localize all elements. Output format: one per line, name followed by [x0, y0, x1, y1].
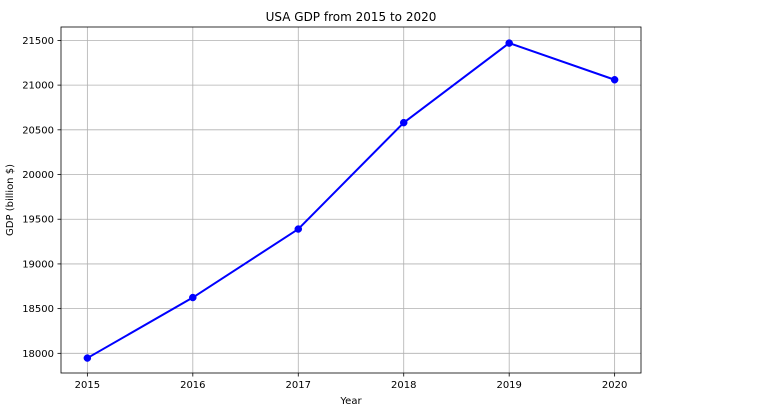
y-tick-label: 20000 — [22, 170, 54, 181]
x-axis-ticks: 2015 2016 2017 2018 2019 2020 — [75, 373, 627, 391]
x-tick-label: 2017 — [286, 380, 311, 391]
data-point — [505, 39, 513, 47]
data-point — [189, 293, 197, 302]
x-tick-label: 2018 — [391, 380, 416, 391]
plot-frame — [60, 26, 642, 374]
y-axis-label: GDP (billion $) — [5, 164, 16, 236]
y-axis-ticks: 18000 18500 19000 19500 20000 20500 21000 21500 — [22, 36, 61, 360]
x-axis-label: Year — [339, 396, 362, 407]
series-line — [86, 42, 615, 359]
data-point — [399, 118, 408, 127]
y-tick-label: 19000 — [22, 259, 54, 270]
x-tick-label: 2019 — [496, 380, 521, 391]
x-tick-label: 2016 — [180, 380, 205, 391]
y-tick-label: 21500 — [22, 36, 54, 47]
data-points — [83, 39, 619, 362]
series-line-layer — [86, 42, 615, 359]
grid-lines — [61, 27, 641, 373]
y-tick-label: 18000 — [22, 349, 54, 360]
y-tick-label: 20500 — [22, 125, 54, 136]
data-point — [83, 354, 92, 362]
x-tick-label: 2015 — [75, 380, 100, 391]
data-point — [610, 75, 619, 84]
y-tick-label: 21000 — [22, 81, 54, 92]
data-point — [294, 225, 303, 233]
chart-title: USA GDP from 2015 to 2020 — [266, 10, 437, 24]
x-tick-label: 2020 — [602, 380, 627, 391]
y-tick-label: 18500 — [22, 304, 54, 315]
y-tick-label: 19500 — [22, 215, 54, 226]
